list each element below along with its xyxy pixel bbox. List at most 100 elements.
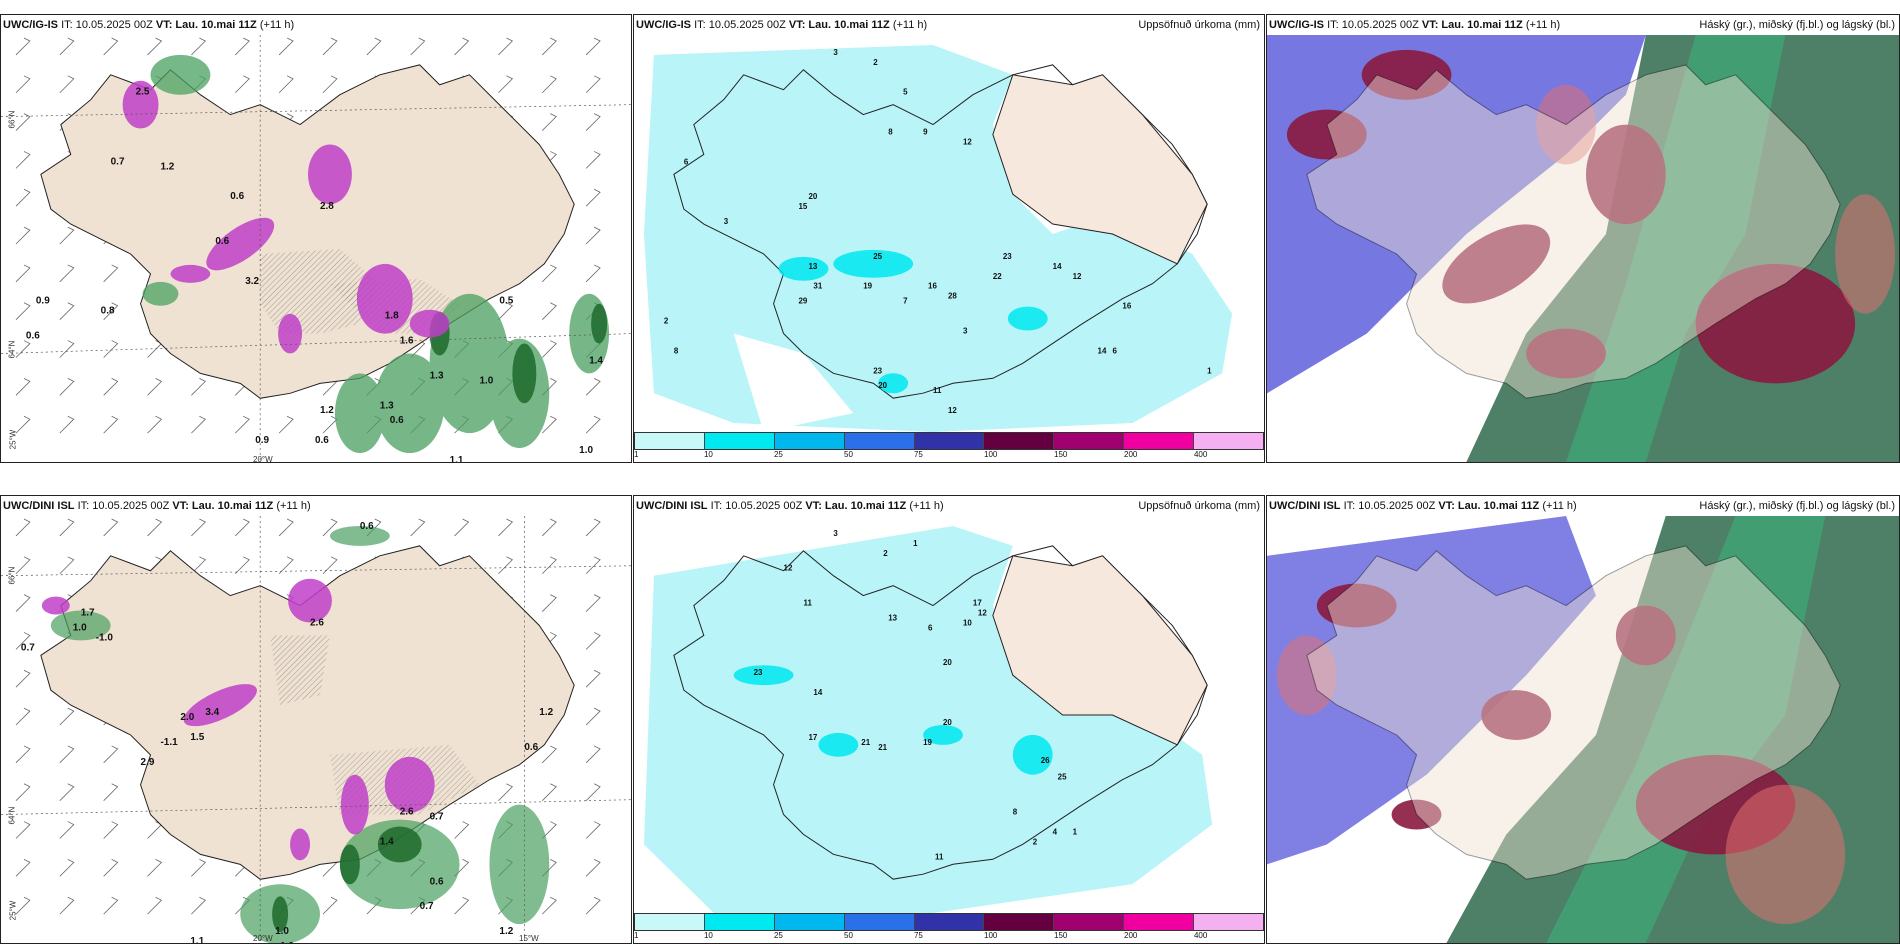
- wind-barb: [15, 632, 31, 650]
- value-label: 12: [978, 609, 987, 618]
- wind-barb: [103, 340, 119, 358]
- wind-barb: [585, 415, 601, 434]
- colorbar-swatch: [704, 433, 775, 449]
- wind-barb: [59, 896, 75, 915]
- value-label: 1.2: [160, 161, 174, 172]
- value-label: 19: [863, 282, 872, 291]
- wind-barb: [541, 264, 557, 283]
- wind-barb: [585, 226, 601, 245]
- map-area[interactable]: [1267, 35, 1899, 462]
- wind-barb: [585, 859, 601, 877]
- wind-barb: [234, 75, 250, 94]
- colorbar-swatch: [844, 433, 915, 449]
- valid-time: Lau. 10.mai 11Z: [191, 500, 274, 512]
- value-label: 0.6: [390, 415, 404, 426]
- value-label: 1: [1073, 827, 1078, 836]
- precip-wind-map: 2.5 0.7 1.2 0.6 2.8 0.6 3.2 0.9 0.8 0.6 1.8 0.5 1.3 1…: [1, 35, 631, 462]
- value-label: 3: [833, 48, 838, 57]
- wind-barb: [15, 518, 31, 537]
- value-label: 13: [888, 613, 897, 622]
- value-label: 5: [903, 88, 908, 97]
- value-label: 25: [873, 252, 882, 261]
- value-label: 3: [724, 217, 729, 226]
- value-label: 14: [1053, 262, 1062, 271]
- map-panel-dini-accum: UWC/DINI ISL IT: 10.05.2025 00Z VT: Lau.…: [633, 495, 1265, 944]
- wind-barb: [454, 518, 470, 537]
- wind-barb: [585, 821, 601, 839]
- wind-barb: [585, 75, 601, 94]
- wind-barb: [191, 518, 207, 537]
- map-area[interactable]: [1267, 516, 1899, 943]
- map-area[interactable]: 2.5 0.7 1.2 0.6 2.8 0.6 3.2 0.9 0.8 0.6 1.8 0.5 1.3 1…: [1, 35, 631, 462]
- colorbar-swatch: [635, 433, 705, 449]
- cloud-map: [1267, 516, 1899, 943]
- value-label: 11: [803, 599, 812, 608]
- wind-barb: [322, 415, 338, 434]
- colorbar-swatch: [774, 914, 845, 930]
- wind-barb: [103, 37, 119, 56]
- colorbar-tick-label: 150: [1054, 450, 1068, 459]
- colorbar-swatch: [704, 914, 775, 930]
- colorbar-tick-label: 10: [703, 931, 713, 940]
- field-title: Uppsöfnuð úrkoma (mm): [1138, 500, 1260, 512]
- colorbar-tick-label: 50: [844, 931, 853, 940]
- value-label: 4: [1053, 827, 1058, 836]
- map-area[interactable]: 0.6 1.7 1.0 -1.0 0.7 2.6 3.4 2.0 1.5 -1.1 2.9 1.2 0.…: [1, 516, 631, 943]
- value-label: 21: [861, 738, 870, 747]
- map-panel-ig-accum: UWC/IG-IS IT: 10.05.2025 00Z VT: Lau. 10…: [633, 14, 1265, 463]
- colorbar-tick-label: 150: [1054, 931, 1068, 940]
- map-area[interactable]: 3 2 1 12 11 13 6 10 17 12 20 23 14 17 21 21 19 20 26 25 11 4 8…: [634, 516, 1264, 913]
- value-label: 17: [973, 599, 982, 608]
- wind-barb: [191, 37, 207, 56]
- panel-header: UWC/DINI ISL IT: 10.05.2025 00Z VT: Lau.…: [1, 496, 631, 516]
- lat-label-64: 64°N: [7, 340, 17, 359]
- colorbar-swatch: [914, 914, 985, 930]
- wind-barb: [59, 859, 75, 877]
- value-label: 2.9: [141, 757, 155, 768]
- wind-barb: [15, 113, 31, 131]
- value-label: 1.1: [450, 455, 464, 462]
- value-label: 1.2: [499, 926, 513, 937]
- value-label: 0.6: [524, 742, 538, 753]
- valid-time-label: VT:: [1421, 19, 1439, 31]
- colorbar-tick-label: 75: [913, 450, 923, 459]
- value-label: 0.5: [499, 296, 513, 307]
- wind-barb: [147, 518, 163, 537]
- wind-barb: [103, 783, 119, 801]
- wind-barb: [585, 151, 601, 169]
- value-label: 22: [993, 272, 1002, 281]
- value-label: 17: [808, 733, 817, 742]
- wind-barb: [454, 896, 470, 915]
- value-label: 29: [798, 297, 807, 306]
- value-label: 3: [963, 327, 968, 336]
- wind-barb: [454, 37, 470, 56]
- value-label: 6: [684, 157, 689, 166]
- wind-barb: [59, 821, 75, 839]
- wind-barb: [15, 896, 31, 915]
- colorbar-ticks: 1 10 25 50 75 100 150 200 400: [634, 450, 1264, 462]
- wind-barb: [585, 632, 601, 650]
- wind-barb: [585, 783, 601, 801]
- wind-barb: [15, 594, 31, 612]
- map-area[interactable]: 3 2 5 8 9 6 3 12 20 15 13 31 29 19 25 16 28 22 23 14 12 16 14 7…: [634, 35, 1264, 432]
- colorbar-swatch: [774, 433, 845, 449]
- wind-barb: [541, 783, 557, 801]
- panel-header: UWC/IG-IS IT: 10.05.2025 00Z VT: Lau. 10…: [1, 15, 631, 35]
- value-label: 0.7: [21, 642, 35, 653]
- colorbar-swatch: [844, 914, 915, 930]
- value-label: 2: [883, 549, 888, 558]
- colorbar-swatch: [1194, 433, 1264, 449]
- wind-barb: [585, 264, 601, 283]
- map-panel-dini-precip: UWC/DINI ISL IT: 10.05.2025 00Z VT: Lau.…: [0, 495, 632, 944]
- map-panel-ig-precip: UWC/IG-IS IT: 10.05.2025 00Z VT: Lau. 10…: [0, 14, 632, 463]
- wind-barb: [585, 556, 601, 575]
- wind-barb: [585, 594, 601, 612]
- wind-barb: [103, 302, 119, 320]
- wind-barb: [15, 783, 31, 801]
- lon-label-15: 15°W: [519, 934, 539, 943]
- value-label: 20: [808, 192, 817, 201]
- lead-time: (+11 h): [259, 19, 295, 31]
- valid-time: Lau. 10.mai 11Z: [808, 19, 890, 31]
- value-label: 1.1: [190, 936, 204, 943]
- init-time: IT: 10.05.2025 00Z: [1327, 19, 1419, 31]
